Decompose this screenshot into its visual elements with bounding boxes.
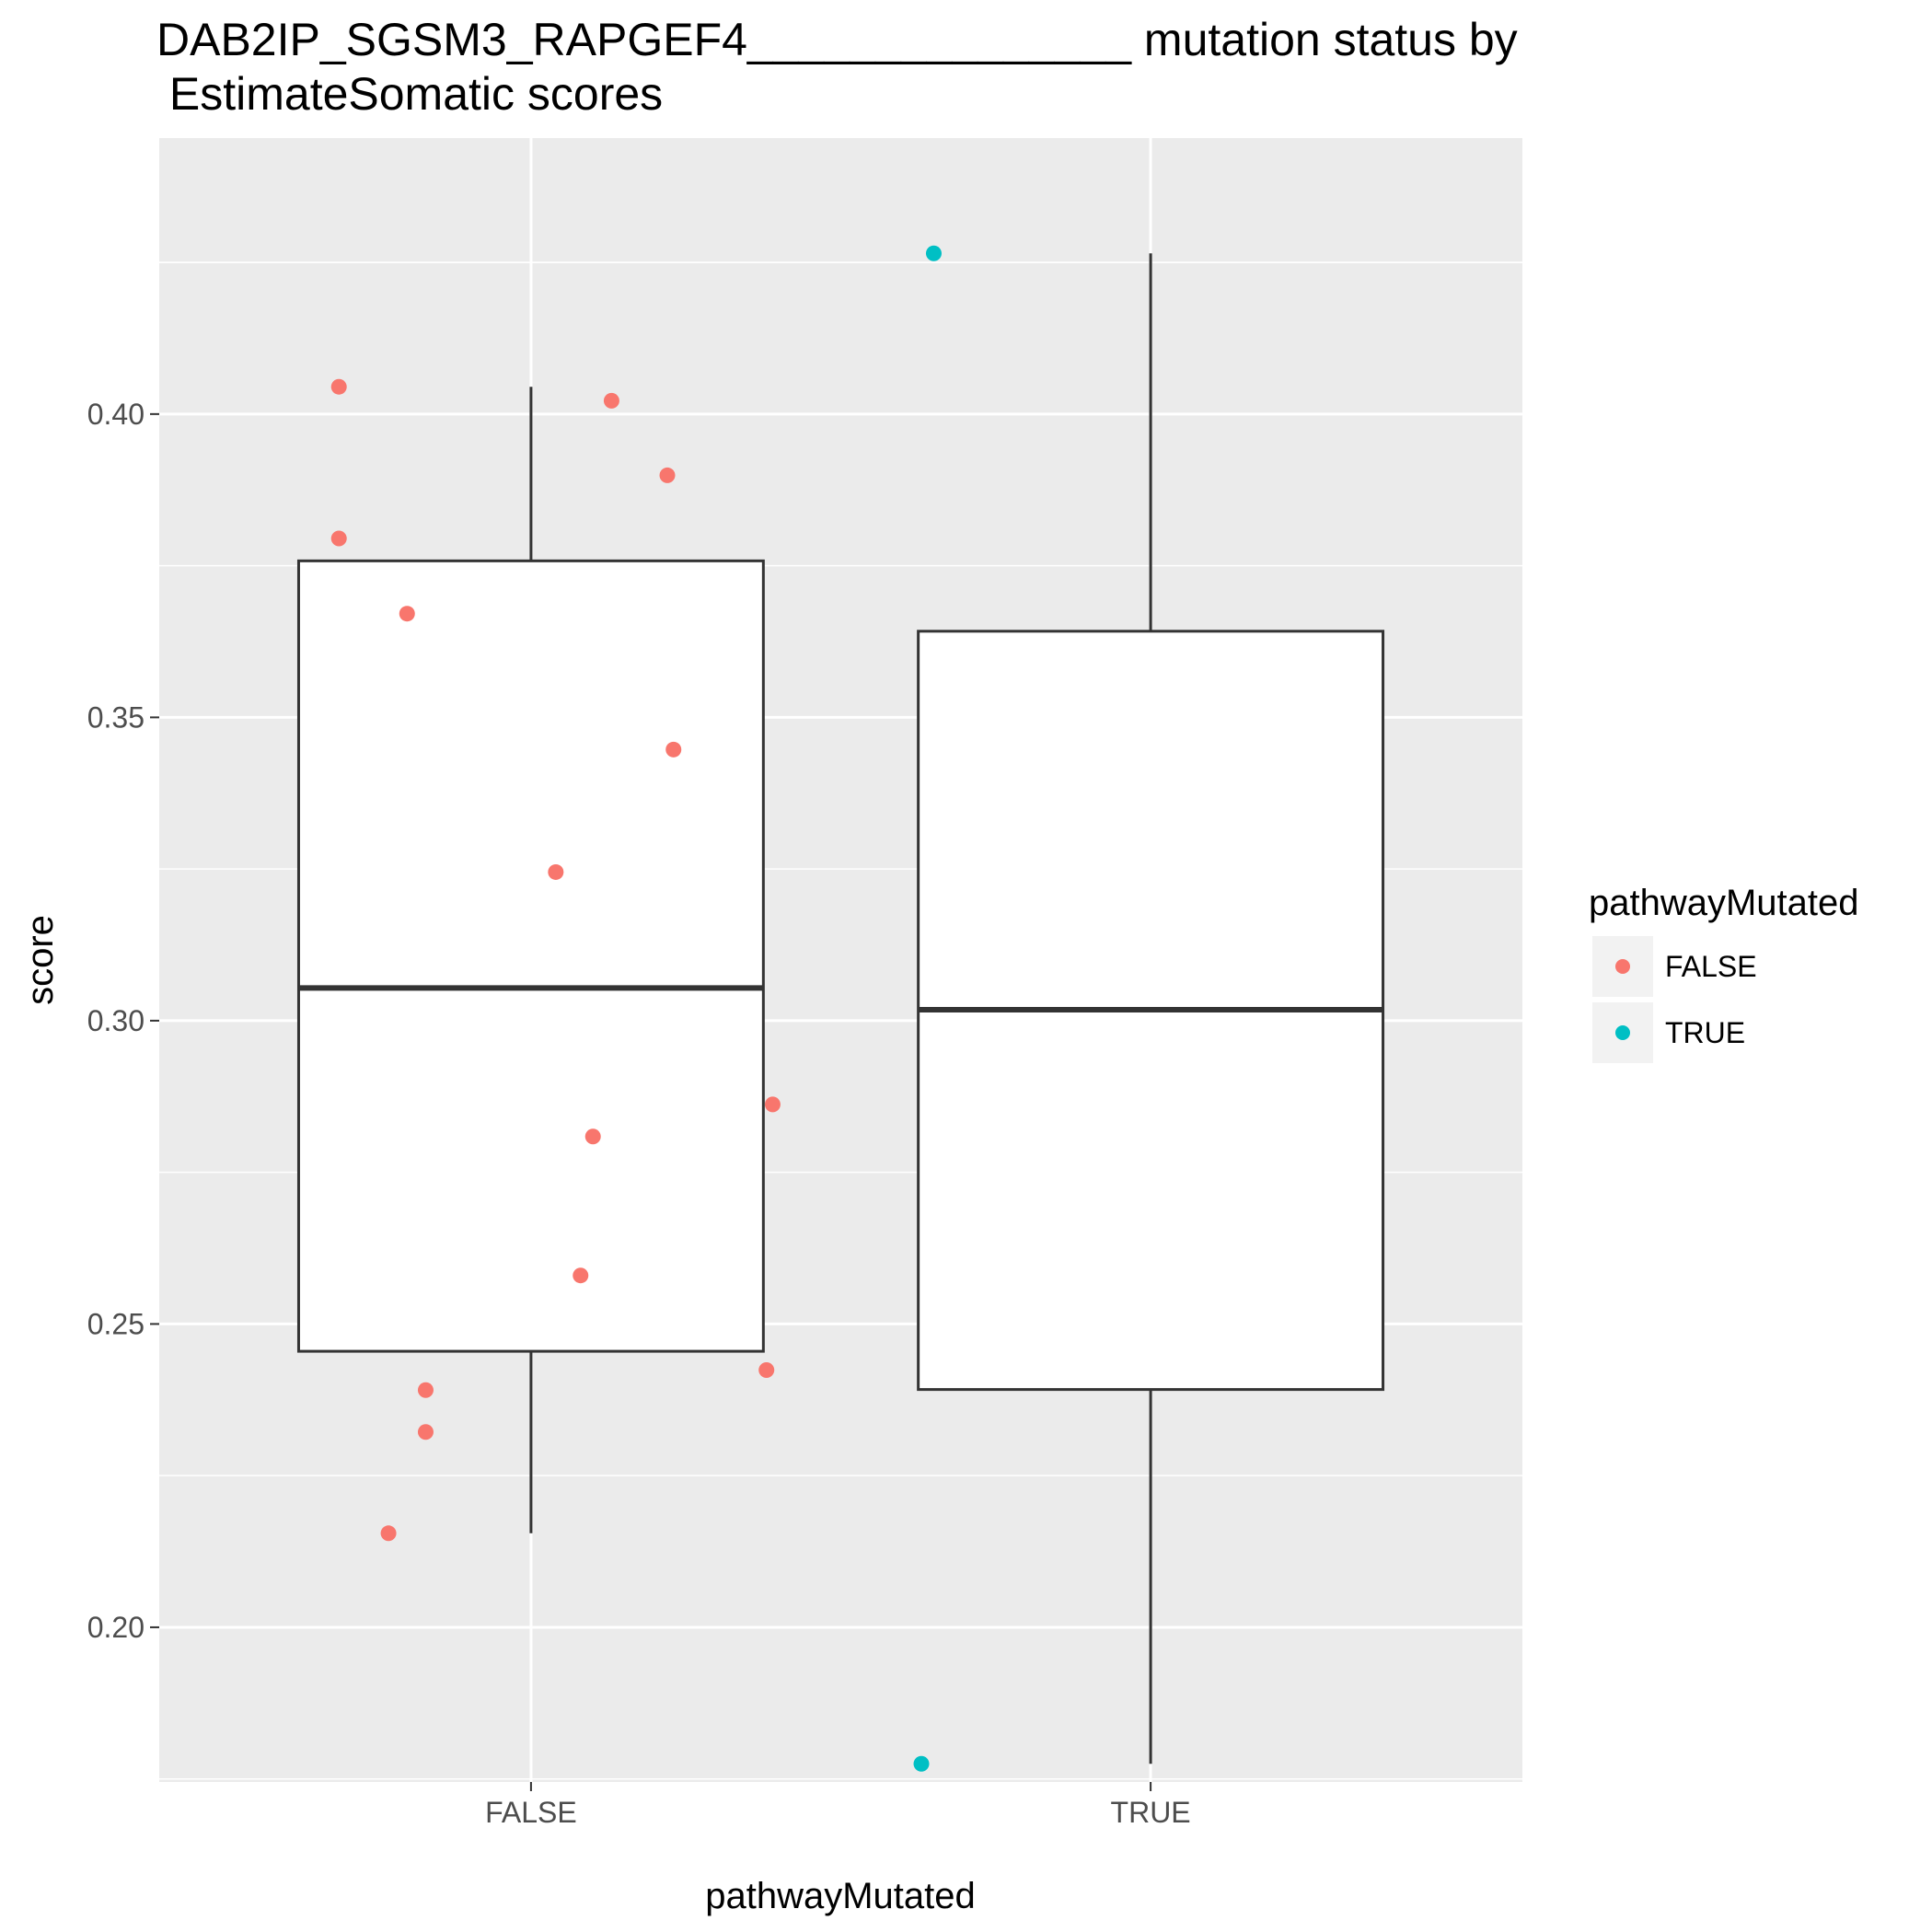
data-points <box>330 245 942 1772</box>
data-point <box>330 378 347 395</box>
x-tick-label: TRUE <box>1111 1796 1191 1829</box>
boxplot-false <box>296 387 765 1533</box>
data-point <box>548 863 564 880</box>
data-point <box>399 606 415 622</box>
y-tick-label: 0.20 <box>87 1611 145 1644</box>
data-point <box>913 1755 930 1772</box>
data-point <box>764 1096 781 1113</box>
y-tick-label: 0.25 <box>87 1307 145 1340</box>
data-point <box>573 1267 589 1284</box>
y-tick-label: 0.40 <box>87 398 145 431</box>
boxplot-true <box>917 253 1385 1764</box>
data-point <box>925 245 942 261</box>
data-point <box>665 741 682 758</box>
legend: pathwayMutated FALSE TRUE <box>1589 883 1859 1063</box>
data-point <box>758 1362 775 1379</box>
data-point <box>603 392 619 409</box>
box-iqr <box>296 559 765 1353</box>
data-point <box>380 1525 397 1542</box>
legend-title: pathwayMutated <box>1589 883 1859 923</box>
data-point <box>330 530 347 547</box>
data-point <box>659 467 676 483</box>
data-point <box>417 1424 434 1440</box>
x-tick-label: FALSE <box>485 1796 577 1829</box>
x-axis-title: pathwayMutated <box>705 1876 976 1916</box>
y-tick-label: 0.35 <box>87 700 145 734</box>
y-tick-label: 0.30 <box>87 1004 145 1037</box>
chart-title-line1: DAB2IP_SGSM3_RAPGEF4_______________ muta… <box>156 14 1518 65</box>
chart-title-line2: EstimateSomatic scores <box>156 68 663 120</box>
data-point <box>584 1128 601 1145</box>
legend-swatch-false <box>1615 959 1630 974</box>
legend-label-false: FALSE <box>1665 950 1757 983</box>
axes: 0.20 0.25 0.30 0.35 0.40 FALSE TRUE <box>87 398 1191 1829</box>
y-axis-title: score <box>20 915 61 1005</box>
legend-swatch-true <box>1615 1025 1630 1040</box>
boxplots <box>296 253 1385 1764</box>
data-point <box>417 1382 434 1398</box>
legend-label-true: TRUE <box>1665 1016 1745 1049</box>
